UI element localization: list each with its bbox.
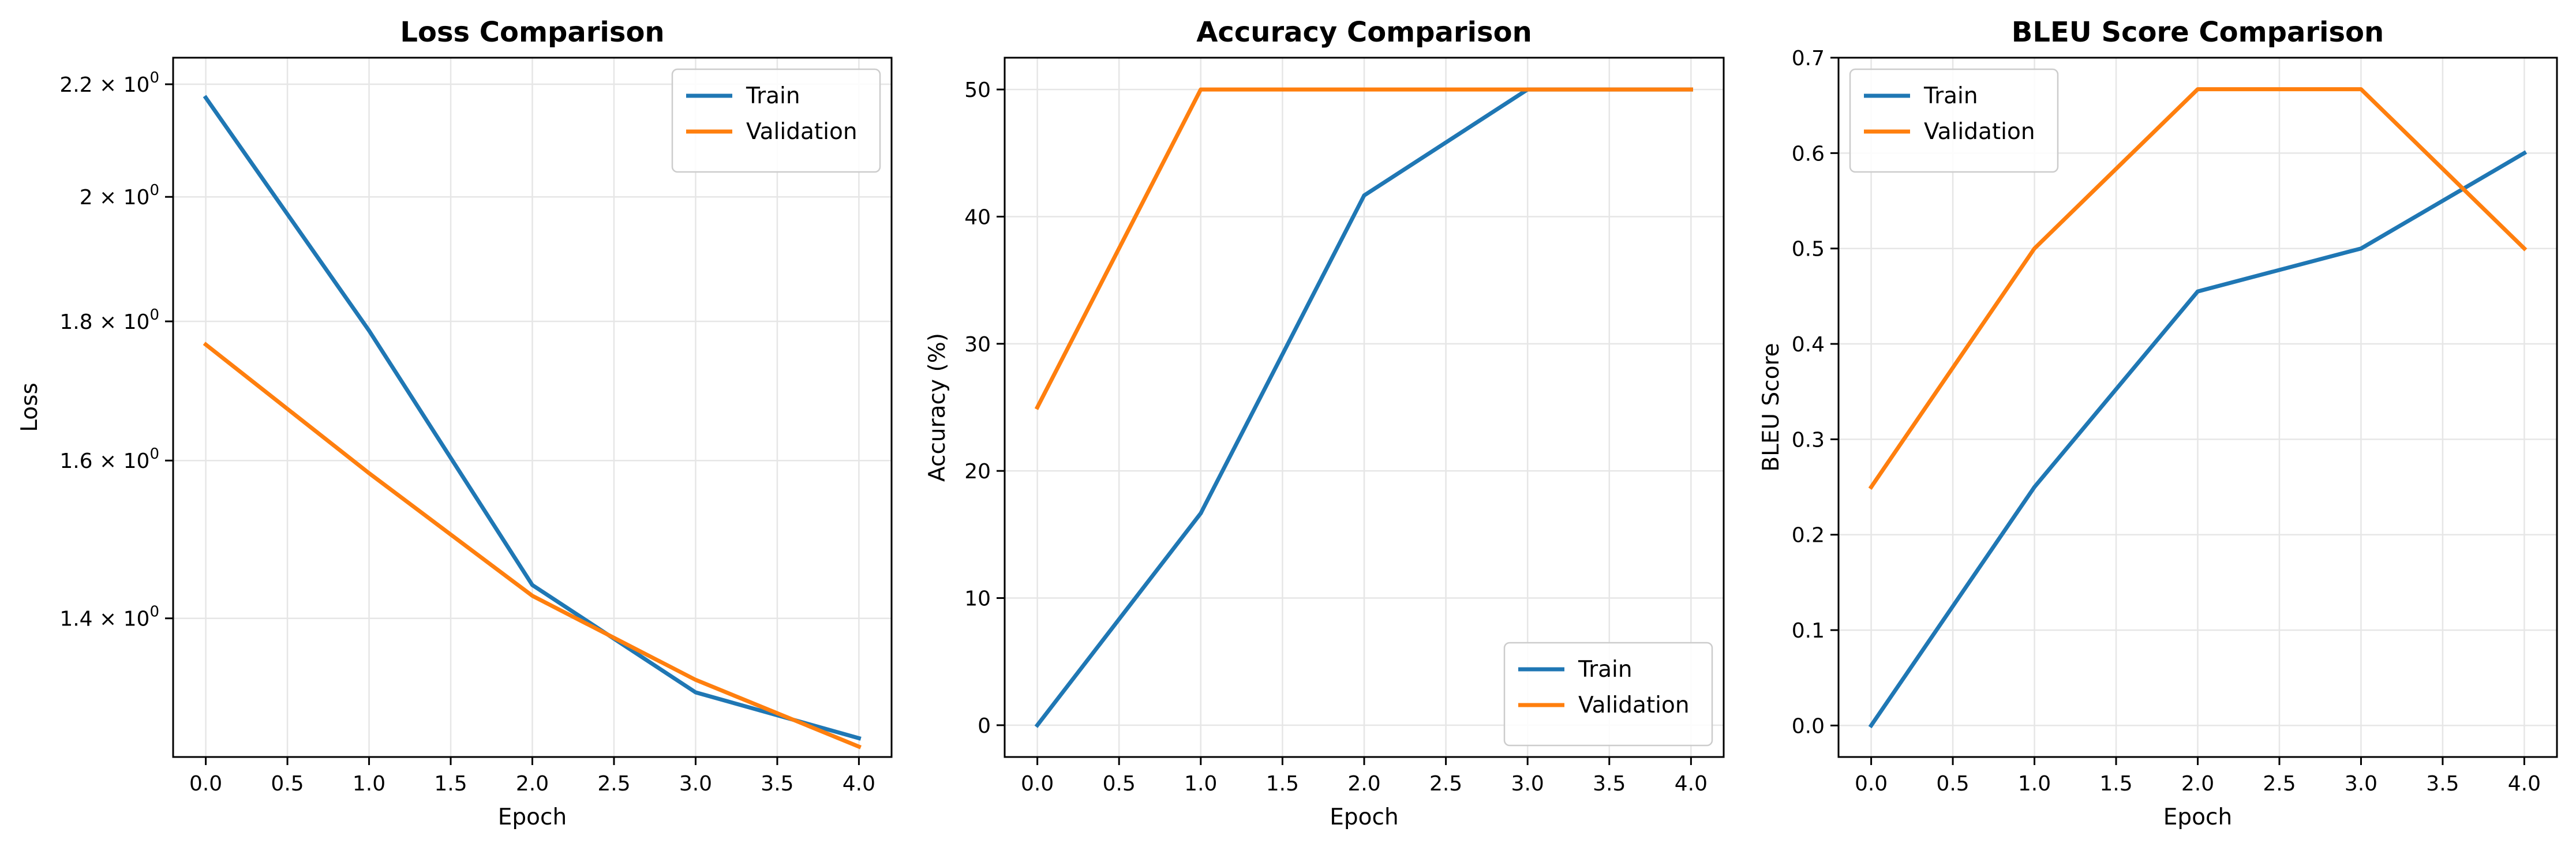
y-tick-label: 20 — [964, 460, 991, 484]
y-tick-label: 0.0 — [1792, 714, 1825, 738]
y-tick-label: 0.7 — [1792, 47, 1825, 70]
chart-panel-1: 0.0 0.5 1.0 1.5 2.0 2.5 3.0 3.5 4.0 1.4 × 100 1.6 … — [17, 16, 893, 830]
chart-panel-3: 0.0 0.5 1.0 1.5 2.0 2.5 3.0 3.5 4.0 0.0 0.1 0.2 0.3 0… — [1758, 16, 2558, 830]
x-tick-label: 0.5 — [1103, 772, 1136, 796]
y-tick-label: 0 — [978, 714, 991, 738]
grid — [1839, 57, 2557, 757]
x-tick-label: 0.0 — [1855, 772, 1888, 796]
x-tick-label: 2.0 — [516, 772, 549, 796]
y-tick-label: 2 × 100 — [80, 182, 159, 209]
legend-label: Train — [746, 83, 800, 109]
series-line-train — [203, 95, 862, 741]
y-axis-label: Loss — [17, 383, 43, 432]
y-tick-label: 40 — [964, 205, 991, 229]
y-tick-label: 1.8 × 100 — [59, 306, 159, 334]
chart-title: Accuracy Comparison — [1196, 16, 1532, 48]
y-axis-label: BLEU Score — [1758, 343, 1784, 471]
x-tick-label: 1.0 — [353, 772, 385, 796]
y-tick-label: 0.4 — [1792, 333, 1825, 357]
series-line-train — [1868, 150, 2528, 729]
y-tick-label: 50 — [964, 78, 991, 102]
y-tick-label: 0.5 — [1792, 238, 1825, 261]
chart-title: Loss Comparison — [400, 16, 664, 48]
x-tick-label: 4.0 — [843, 772, 875, 796]
x-tick-label: 2.0 — [2181, 772, 2214, 796]
x-tick-label: 2.0 — [1347, 772, 1380, 796]
x-tick-label: 3.0 — [679, 772, 712, 796]
x-tick-label: 0.5 — [271, 772, 304, 796]
x-tick-label: 4.0 — [2508, 772, 2541, 796]
x-tick-label: 1.5 — [2099, 772, 2132, 796]
legend: Train Validation — [1849, 68, 2059, 173]
x-tick-label: 3.5 — [2426, 772, 2459, 796]
x-tick-label: 3.0 — [1511, 772, 1544, 796]
y-tick-label: 0.2 — [1792, 524, 1825, 548]
x-tick-label: 1.0 — [1184, 772, 1217, 796]
x-tick-label: 3.0 — [2345, 772, 2377, 796]
y-tick-label: 1.4 × 100 — [59, 604, 159, 631]
legend: Train Validation — [1503, 642, 1713, 747]
x-tick-label: 1.5 — [434, 772, 467, 796]
grid — [1005, 58, 1724, 757]
y-tick-label: 0.1 — [1792, 619, 1825, 643]
x-tick-label: 0.0 — [1021, 772, 1054, 796]
x-tick-label: 2.5 — [1429, 772, 1462, 796]
series-line-validation — [1868, 87, 2528, 490]
x-tick-label: 4.0 — [1675, 772, 1708, 796]
x-axis-label: Epoch — [2163, 804, 2232, 830]
x-axis-label: Epoch — [498, 804, 567, 830]
legend-label: Validation — [746, 119, 858, 145]
y-axis-label: Accuracy (%) — [924, 333, 950, 482]
y-tick-label: 30 — [964, 333, 991, 357]
series-line-validation — [203, 342, 862, 749]
x-tick-label: 0.5 — [1936, 772, 1969, 796]
y-tick-label: 2.2 × 100 — [59, 69, 159, 97]
x-tick-label: 2.5 — [2263, 772, 2296, 796]
x-tick-label: 2.5 — [597, 772, 630, 796]
x-tick-label: 0.0 — [189, 772, 222, 796]
y-tick-label: 10 — [964, 587, 991, 611]
legend-label: Validation — [1924, 119, 2035, 145]
x-tick-label: 3.5 — [1593, 772, 1626, 796]
x-tick-label: 1.0 — [2018, 772, 2051, 796]
legend-label: Validation — [1578, 692, 1690, 718]
chart-title: BLEU Score Comparison — [2012, 16, 2384, 48]
y-tick-label: 1.6 × 100 — [59, 445, 159, 473]
y-tick-label: 0.6 — [1792, 142, 1825, 166]
series-line-validation — [1034, 87, 1693, 410]
y-tick-label: 0.3 — [1792, 428, 1825, 452]
legend: Train Validation — [671, 68, 881, 173]
x-tick-label: 1.5 — [1266, 772, 1299, 796]
chart-panel-2: 0.0 0.5 1.0 1.5 2.0 2.5 3.0 3.5 4.0 0 10 20 30 40 50 Ac… — [924, 16, 1725, 830]
legend-label: Train — [1578, 657, 1633, 683]
legend-label: Train — [1923, 83, 1978, 109]
x-axis-label: Epoch — [1330, 804, 1398, 830]
x-tick-label: 3.5 — [761, 772, 793, 796]
